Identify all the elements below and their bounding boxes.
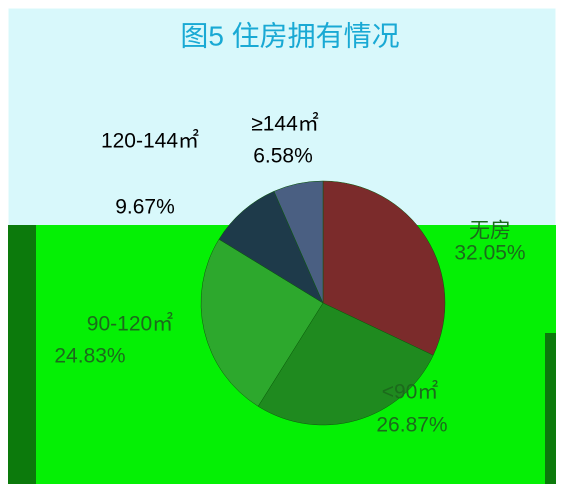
slice-value-label: 6.58% bbox=[253, 145, 313, 168]
pie-slice bbox=[273, 180, 324, 304]
slice-value-label: 32.05% bbox=[454, 242, 525, 265]
pie-slice bbox=[200, 238, 324, 407]
slice-label: 120-144㎡ bbox=[101, 129, 199, 153]
slice-value-label: 9.67% bbox=[115, 196, 175, 219]
background-strip bbox=[8, 225, 36, 484]
slice-value-label: 26.87% bbox=[376, 414, 447, 437]
slice-label: 90-120㎡ bbox=[87, 312, 173, 336]
slice-value-label: 24.83% bbox=[54, 345, 125, 368]
pie-slice bbox=[218, 190, 324, 304]
slice-label: <90㎡ bbox=[382, 380, 439, 404]
pie-slice bbox=[322, 180, 446, 356]
background-strip bbox=[545, 333, 556, 484]
slice-label: ≥144㎡ bbox=[251, 112, 319, 136]
pie-slice bbox=[257, 302, 434, 426]
slice-label: 无房 bbox=[469, 220, 511, 243]
chart-title: 图5 住房拥有情况 bbox=[180, 20, 399, 51]
